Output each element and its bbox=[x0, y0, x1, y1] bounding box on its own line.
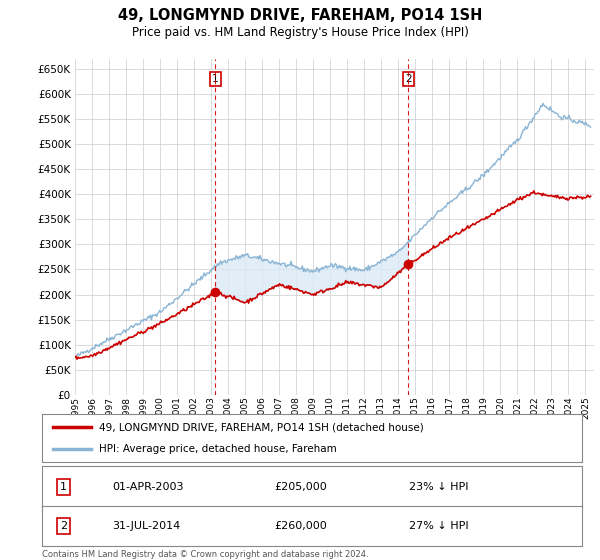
Text: 23% ↓ HPI: 23% ↓ HPI bbox=[409, 482, 469, 492]
Text: Price paid vs. HM Land Registry's House Price Index (HPI): Price paid vs. HM Land Registry's House … bbox=[131, 26, 469, 39]
Text: 31-JUL-2014: 31-JUL-2014 bbox=[112, 521, 181, 531]
Text: 1: 1 bbox=[60, 482, 67, 492]
Text: 49, LONGMYND DRIVE, FAREHAM, PO14 1SH: 49, LONGMYND DRIVE, FAREHAM, PO14 1SH bbox=[118, 8, 482, 24]
Text: 1: 1 bbox=[212, 74, 218, 84]
Text: 2: 2 bbox=[60, 521, 67, 531]
Text: Contains HM Land Registry data © Crown copyright and database right 2024.
This d: Contains HM Land Registry data © Crown c… bbox=[42, 550, 368, 560]
Text: 27% ↓ HPI: 27% ↓ HPI bbox=[409, 521, 469, 531]
Text: £260,000: £260,000 bbox=[274, 521, 327, 531]
Text: £205,000: £205,000 bbox=[274, 482, 327, 492]
Text: HPI: Average price, detached house, Fareham: HPI: Average price, detached house, Fare… bbox=[98, 444, 337, 454]
Text: 49, LONGMYND DRIVE, FAREHAM, PO14 1SH (detached house): 49, LONGMYND DRIVE, FAREHAM, PO14 1SH (d… bbox=[98, 422, 424, 432]
Text: 2: 2 bbox=[405, 74, 412, 84]
Text: 01-APR-2003: 01-APR-2003 bbox=[112, 482, 184, 492]
